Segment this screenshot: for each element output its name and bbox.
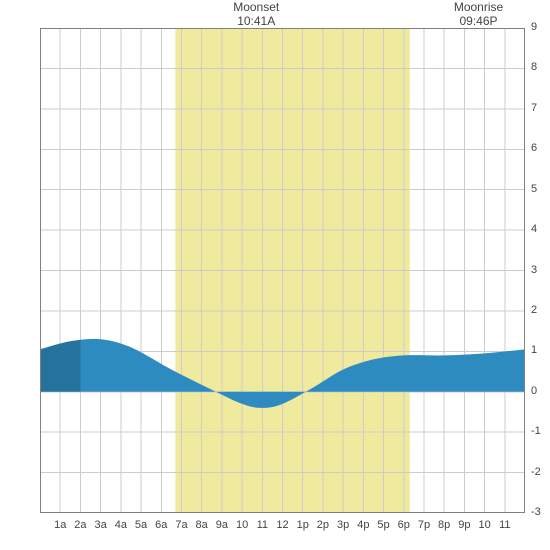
moonset-title: Moonset (233, 0, 279, 14)
moonrise-time: 09:46P (459, 14, 497, 28)
plot-area (40, 28, 525, 513)
tide-chart: Moonset 10:41A Moonrise 09:46P 1a2a3a4a5… (0, 0, 550, 550)
moonset-label: Moonset 10:41A (233, 0, 279, 29)
moonset-time: 10:41A (237, 14, 275, 28)
moonrise-label: Moonrise 09:46P (454, 0, 503, 29)
moonrise-title: Moonrise (454, 0, 503, 14)
